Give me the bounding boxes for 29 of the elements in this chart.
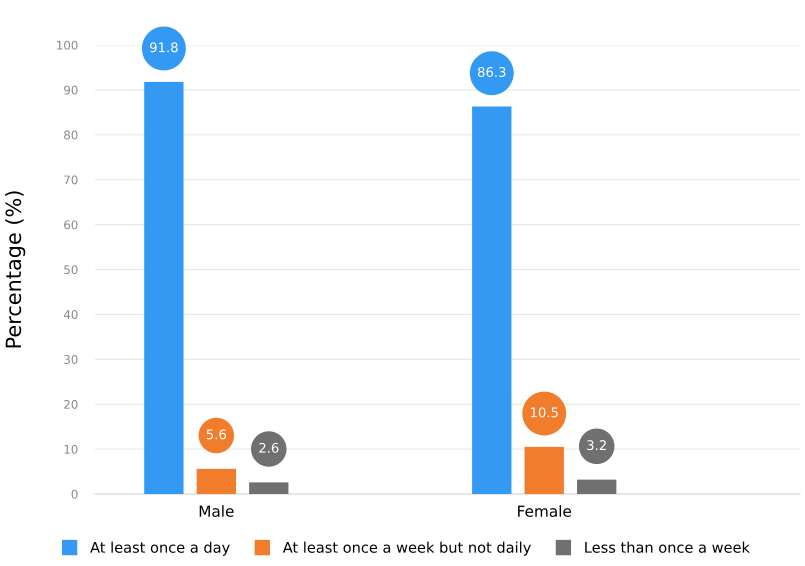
y-axis-title: Percentage (%) xyxy=(5,191,26,348)
y-tick-label: 80 xyxy=(64,130,78,140)
y-tick-label: 0 xyxy=(72,490,78,499)
legend-label: At least once a week but not daily xyxy=(282,542,531,556)
y-tick-label: 100 xyxy=(57,40,78,50)
y-tick-label: 70 xyxy=(64,175,78,184)
bar xyxy=(249,482,288,494)
bar xyxy=(472,106,512,494)
bar xyxy=(524,446,564,494)
data-label: 3.2 xyxy=(587,440,606,450)
x-tick-label: Female xyxy=(518,505,572,517)
y-tick-label: 90 xyxy=(64,86,78,95)
y-tick-label: 60 xyxy=(64,220,78,230)
legend-label: Less than once a week xyxy=(585,542,750,553)
bar xyxy=(196,468,236,494)
y-tick-label: 50 xyxy=(64,265,78,274)
legend-label: At least once a day xyxy=(90,542,230,556)
bar xyxy=(577,480,616,494)
bar xyxy=(144,82,184,494)
x-tick-label: Male xyxy=(200,505,234,517)
data-label: 91.8 xyxy=(150,42,178,52)
data-label: 5.6 xyxy=(206,429,226,440)
data-label: 10.5 xyxy=(530,407,558,418)
y-tick-label: 40 xyxy=(64,310,78,320)
y-tick-label: 30 xyxy=(64,355,78,364)
y-tick-label: 10 xyxy=(64,444,78,454)
y-tick-label: 20 xyxy=(64,400,78,409)
data-label: 2.6 xyxy=(259,442,278,453)
data-label: 86.3 xyxy=(478,67,506,78)
